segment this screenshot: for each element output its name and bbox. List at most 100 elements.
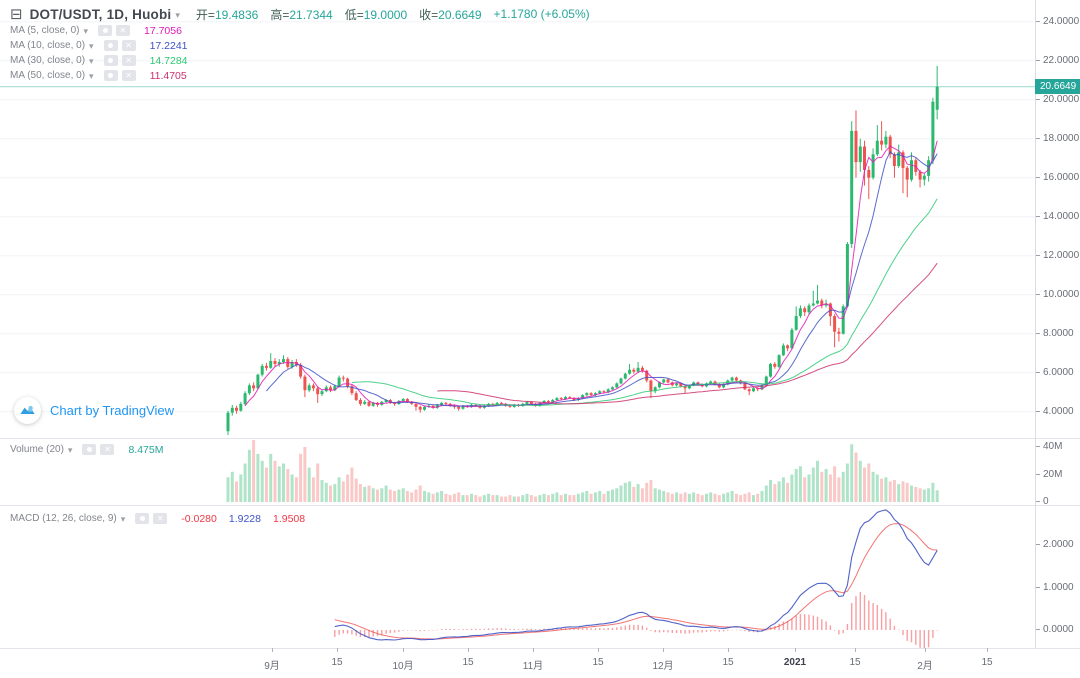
candles-layer[interactable] bbox=[226, 65, 939, 436]
chart-type-icon[interactable]: ⊟ bbox=[10, 6, 23, 23]
tradingview-attribution[interactable]: Chart by TradingView bbox=[14, 397, 174, 424]
attribution-text[interactable]: Chart by TradingView bbox=[50, 403, 175, 418]
time-axis-label: 2月 bbox=[917, 661, 933, 672]
price-axis[interactable]: 24.0000 22.0000 20.0000 18.0000 16.0000 14.00… bbox=[1036, 0, 1080, 648]
ma10-label[interactable]: MA (10, close, 0) bbox=[10, 40, 86, 51]
indicator-remove-icon[interactable]: ✕ bbox=[116, 25, 130, 36]
ma5-value: 17.7056 bbox=[144, 24, 182, 37]
ma30-line bbox=[351, 198, 938, 406]
indicator-row-ma10[interactable]: MA (10, close, 0) ▾ ✕ 17.2241 bbox=[10, 39, 188, 52]
macd-layer[interactable] bbox=[334, 509, 938, 648]
price-gridlines bbox=[0, 21, 1035, 413]
indicator-settings-icon[interactable] bbox=[135, 513, 150, 524]
low-label: 低= bbox=[344, 7, 364, 22]
price-tick: 8.0000 bbox=[1036, 328, 1074, 339]
indicator-remove-icon[interactable]: ✕ bbox=[153, 513, 168, 524]
time-tick bbox=[987, 648, 988, 652]
pane-divider-macd[interactable] bbox=[0, 505, 1080, 506]
macd-line bbox=[334, 509, 938, 641]
macd-signal-line bbox=[334, 523, 938, 640]
high-value: 21.7344 bbox=[289, 7, 333, 22]
indicator-remove-icon[interactable]: ✕ bbox=[121, 40, 136, 51]
macd-header[interactable]: MACD (12, 26, close, 9) ▾ ✕ -0.0280 1.92… bbox=[10, 512, 305, 525]
volume-tick: 0 bbox=[1036, 496, 1049, 507]
time-axis-label: 15 bbox=[592, 657, 604, 668]
price-tick: 24.0000 bbox=[1036, 16, 1079, 27]
chevron-down-icon[interactable]: ▾ bbox=[120, 514, 126, 524]
volume-bars-layer[interactable] bbox=[226, 440, 939, 503]
time-axis[interactable]: 9月 15 10月 15 11月 15 12月 15 2021 15 2月 15 bbox=[0, 648, 1080, 678]
time-tick bbox=[533, 648, 534, 652]
volume-value: 8.475M bbox=[128, 443, 164, 456]
macd-tick: 1.0000 bbox=[1036, 582, 1074, 593]
time-axis-label: 9月 bbox=[264, 661, 280, 672]
ma10-value: 17.2241 bbox=[149, 39, 188, 52]
time-axis-label: 15 bbox=[462, 657, 474, 668]
indicator-remove-icon[interactable]: ✕ bbox=[100, 444, 115, 455]
macd-signal-value: 1.9508 bbox=[273, 512, 306, 525]
ma5-line bbox=[244, 140, 938, 408]
price-tick: 20.0000 bbox=[1036, 94, 1079, 105]
chevron-down-icon[interactable]: ▾ bbox=[67, 445, 73, 455]
open-value: 19.4836 bbox=[214, 7, 259, 22]
indicator-remove-icon[interactable]: ✕ bbox=[121, 55, 136, 66]
price-tick: 6.0000 bbox=[1036, 367, 1074, 378]
tradingview-logo-icon[interactable] bbox=[14, 397, 41, 424]
pane-divider-volume[interactable] bbox=[0, 438, 1080, 439]
time-axis-label: 12月 bbox=[652, 661, 674, 672]
ma30-label[interactable]: MA (30, close, 0) bbox=[10, 55, 86, 66]
indicator-settings-icon[interactable] bbox=[103, 55, 118, 66]
indicator-settings-icon[interactable] bbox=[82, 444, 97, 455]
indicator-row-ma30[interactable]: MA (30, close, 0) ▾ ✕ 14.7284 bbox=[10, 54, 188, 67]
price-tick: 16.0000 bbox=[1036, 172, 1079, 183]
time-tick bbox=[663, 648, 664, 652]
change-value: +1.1780 (+6.05%) bbox=[493, 7, 590, 21]
chevron-down-icon[interactable]: ▾ bbox=[89, 41, 94, 51]
price-tick: 14.0000 bbox=[1036, 211, 1079, 222]
time-tick bbox=[855, 648, 856, 652]
time-tick bbox=[925, 648, 926, 652]
time-axis-label: 10月 bbox=[392, 661, 414, 672]
time-tick bbox=[598, 648, 599, 652]
time-axis-border bbox=[0, 648, 1080, 649]
chevron-down-icon[interactable]: ▾ bbox=[89, 71, 94, 81]
price-tick: 12.0000 bbox=[1036, 250, 1079, 261]
indicator-row-ma50[interactable]: MA (50, close, 0) ▾ ✕ 11.4705 bbox=[10, 69, 187, 82]
indicator-settings-icon[interactable] bbox=[103, 70, 118, 81]
chart-canvas[interactable] bbox=[0, 0, 1035, 648]
macd-label[interactable]: MACD (12, 26, close, 9) bbox=[10, 513, 117, 524]
macd-line-value: 1.9228 bbox=[228, 512, 261, 525]
time-axis-label: 15 bbox=[722, 657, 734, 668]
symbol-title[interactable]: DOT/USDT, 1D, Huobi bbox=[29, 6, 172, 22]
time-axis-label: 11月 bbox=[522, 661, 544, 672]
time-tick bbox=[795, 648, 796, 652]
time-tick bbox=[403, 648, 404, 652]
price-tick: 10.0000 bbox=[1036, 289, 1079, 300]
volume-label[interactable]: Volume (20) bbox=[10, 444, 64, 455]
macd-tick: 0.0000 bbox=[1036, 624, 1074, 635]
indicator-settings-icon[interactable] bbox=[98, 25, 112, 36]
close-label: 收= bbox=[419, 7, 439, 22]
indicator-settings-icon[interactable] bbox=[103, 40, 118, 51]
ma50-label[interactable]: MA (50, close, 0) bbox=[10, 70, 86, 81]
indicator-row-ma5[interactable]: MA (5, close, 0) ▾ ✕ 17.7056 bbox=[10, 24, 182, 37]
close-value: 20.6649 bbox=[438, 7, 482, 22]
last-price-badge: 20.6649 bbox=[1035, 79, 1080, 95]
price-tick: 4.0000 bbox=[1036, 406, 1074, 417]
ma30-value: 14.7284 bbox=[149, 54, 188, 67]
chevron-down-icon[interactable]: ▾ bbox=[83, 26, 88, 36]
open-label: 开= bbox=[195, 7, 215, 22]
ma5-label[interactable]: MA (5, close, 0) bbox=[10, 25, 80, 36]
time-axis-label: 15 bbox=[331, 657, 343, 668]
volume-header[interactable]: Volume (20) ▾ ✕ 8.475M bbox=[10, 443, 163, 456]
chevron-down-icon[interactable]: ▾ bbox=[175, 9, 180, 20]
time-tick bbox=[337, 648, 338, 652]
chevron-down-icon[interactable]: ▾ bbox=[89, 56, 94, 66]
indicator-remove-icon[interactable]: ✕ bbox=[121, 70, 136, 81]
time-axis-label: 15 bbox=[981, 657, 993, 668]
macd-hist-value: -0.0280 bbox=[181, 512, 217, 525]
time-axis-label: 15 bbox=[849, 657, 861, 668]
low-value: 19.0000 bbox=[363, 7, 408, 22]
high-label: 高= bbox=[270, 7, 290, 22]
